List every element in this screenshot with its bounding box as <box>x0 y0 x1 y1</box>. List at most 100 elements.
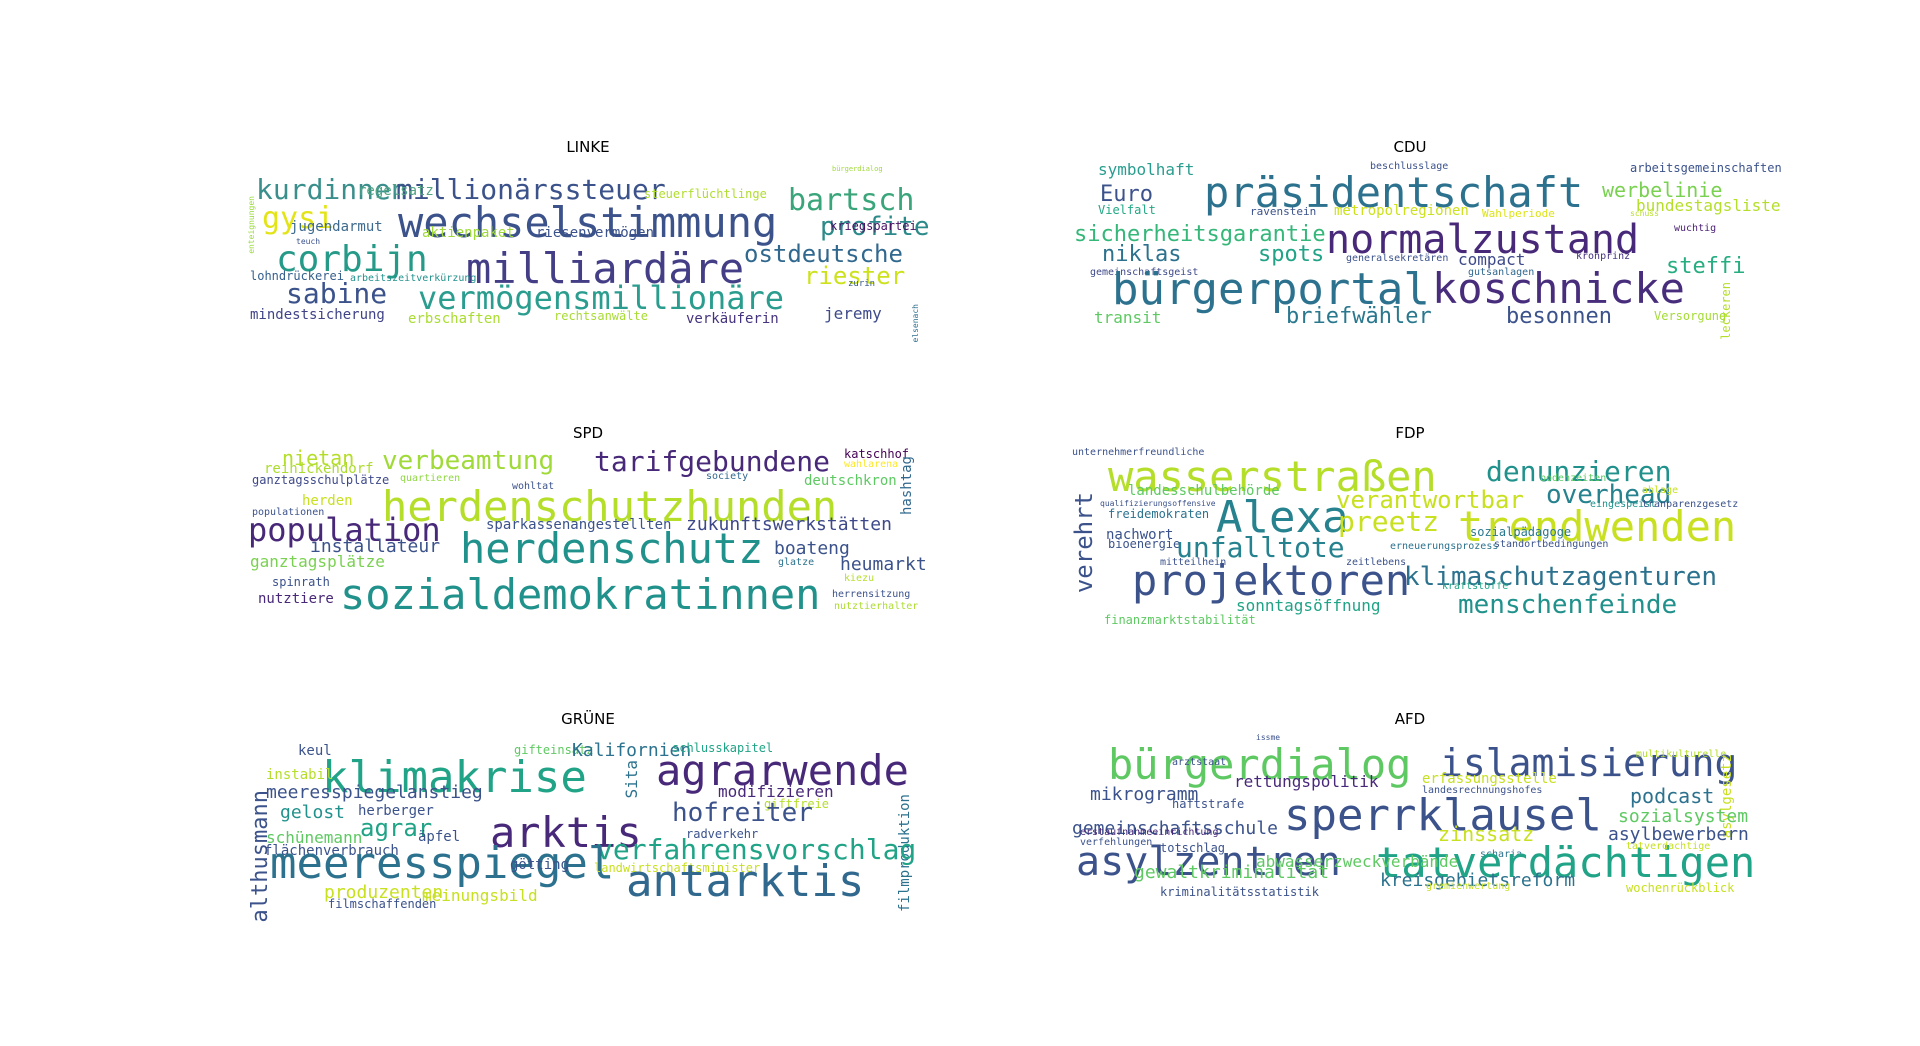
cloud-word: bürgerdialog <box>832 165 883 173</box>
cloud-word: symbolhaft <box>1098 160 1195 179</box>
cloud-word: Vielfalt <box>1098 203 1156 217</box>
cloud-word: arbeitsgemeinschaften <box>1630 161 1782 175</box>
cloud-word: generalsekretären <box>1346 253 1449 264</box>
cloud-word: wechselstimmung <box>398 198 778 247</box>
cloud-word: flächenverbrauch <box>264 843 399 859</box>
cloud-word: Versorgung <box>1654 309 1727 323</box>
cloud-word: herberger <box>358 803 434 819</box>
cloud-word: sozialsystem <box>1618 806 1749 827</box>
cloud-word: äpfel <box>418 829 461 845</box>
cloud-word: wuchtig <box>1674 223 1717 234</box>
cloud-word: hofreiter <box>672 798 813 828</box>
cloud-word: reinickendorf <box>264 461 374 477</box>
cloud-word: riesenvermögen <box>536 225 655 241</box>
cloud-word: herdenschutz <box>460 524 764 573</box>
cloud-word: nutztiere <box>258 591 334 607</box>
cloud-word: deutschkron <box>804 473 897 489</box>
cloud-word: society <box>706 471 749 482</box>
cloud-word: kriegspartei <box>830 219 917 233</box>
cloud-word: koschnicke <box>1432 264 1685 313</box>
cloud-word: meeresspiegel <box>270 838 615 889</box>
cloud-word: bürgerportal <box>1112 264 1430 315</box>
cloud-word: sparkassenangestellten <box>486 517 672 533</box>
cloud-word: nachwort <box>1106 527 1174 543</box>
cloud-word: wohltat <box>512 481 555 492</box>
cloud-word: mikrogramm <box>1090 784 1199 805</box>
cloud-word: scharia <box>1480 849 1523 860</box>
cloud-word: bundestagsliste <box>1636 196 1781 215</box>
cloud-word: wasserstraßen <box>1108 452 1437 501</box>
wordcloud: nietan verbeamtung tarifgebundene katschhof… <box>248 448 928 628</box>
cloud-word: Alexa <box>1216 492 1349 543</box>
cloud-word: erstaufnahmeeinrichtung <box>1080 827 1219 838</box>
cloud-word: produzenten <box>324 882 444 903</box>
cloud-word: verfehlungen <box>1080 837 1153 848</box>
cloud-word: kraftstoffe <box>1442 581 1509 592</box>
wordcloud: issme bürgerdialog islamisierung multikultu… <box>1070 734 1755 914</box>
cloud-word: unternehmerfreundliche <box>1072 447 1205 458</box>
cloud-word: abwasserzweckverbände <box>1256 852 1459 871</box>
cloud-word: mindestsicherung <box>250 307 385 323</box>
panel-title: GRÜNE <box>561 710 615 728</box>
cloud-word: gelost <box>280 802 346 823</box>
cloud-word: landesschulbehörde <box>1128 483 1280 499</box>
cloud-word: elsenach <box>911 304 920 343</box>
cloud-word: teuch <box>296 237 321 246</box>
cloud-word: Kalifornien <box>572 740 692 761</box>
cloud-word: kreisgebietsreform <box>1380 870 1576 891</box>
cloud-word: metropolregionen <box>1334 203 1469 219</box>
cloud-word: spinrath <box>272 575 330 589</box>
cloud-word: meeresspiegelanstieg <box>266 782 483 803</box>
cloud-word: populationen <box>252 507 325 518</box>
cloud-word: ostdeutsche <box>744 240 903 268</box>
cloud-word: arztstaat <box>1172 757 1227 768</box>
cloud-word: gewaltkriminalität <box>1134 862 1330 883</box>
cloud-word: steffi <box>1666 254 1746 279</box>
cloud-word: filmschaffenden <box>328 897 437 911</box>
cloud-word: Wahlperiode <box>1482 207 1555 220</box>
cloud-word: enteignungen <box>247 196 256 254</box>
cloud-word: tatverdächtigen <box>1376 838 1756 887</box>
cloud-word: boateng <box>774 538 850 559</box>
cloud-word: zukunftswerkstätten <box>686 514 892 535</box>
cloud-word: instabil <box>266 767 334 783</box>
cloud-word: gemeinschaftsgeist <box>1090 267 1199 278</box>
cloud-word: arbeitszeitverkürzung <box>350 273 477 284</box>
cloud-word: installateur <box>310 536 441 557</box>
cloud-word: katschhof <box>844 447 910 461</box>
wordcloud: kurdinnen millionärssteuer wechselstimmung… <box>247 162 930 343</box>
cloud-word: radverkehr <box>686 827 759 841</box>
wordcloud-panel: GRÜNE keul gifteinsatz Kalifornien schlusska… <box>248 710 928 922</box>
cloud-word: klimakrise <box>322 752 587 803</box>
panel-title: CDU <box>1393 138 1427 156</box>
cloud-word: gemeinschaftsschule <box>1072 818 1278 839</box>
cloud-word: schünemann <box>266 828 363 847</box>
cloud-word: freidemokraten <box>1108 507 1210 521</box>
cloud-word: asylbewerbern <box>1608 824 1749 845</box>
cloud-word: nutztierhalter <box>834 601 919 612</box>
cloud-word: ravenstein <box>1250 205 1317 218</box>
cloud-word: denunzieren <box>1486 455 1672 488</box>
cloud-word: spots <box>1258 242 1325 267</box>
cloud-word: jeremy <box>824 304 882 323</box>
cloud-word: präsidentschaft <box>1204 168 1584 217</box>
cloud-word: antarktis <box>626 856 865 907</box>
wordcloud-panel: AFD issme bürgerdialog islamisierung multiku… <box>1070 710 1755 914</box>
cloud-word: besonnen <box>1506 304 1612 329</box>
cloud-word: eingespeist <box>1590 499 1657 510</box>
cloud-word: werbelinie <box>1602 178 1723 202</box>
cloud-word: sabine <box>286 277 388 310</box>
cloud-word: multikulturelle <box>1636 749 1727 760</box>
cloud-word: glatze <box>778 557 815 568</box>
cloud-word: preetz <box>1338 505 1440 538</box>
cloud-word: compact <box>1458 250 1526 269</box>
cloud-word: landwirtschaftsminister <box>594 861 761 875</box>
cloud-word: tranparenzgesetz <box>1642 499 1739 510</box>
cloud-word: wahlarena <box>844 459 899 470</box>
cloud-word: sozialdemokratinnen <box>340 570 821 619</box>
cloud-word: rechtsanwälte <box>554 309 648 323</box>
cloud-word: Euro <box>1100 182 1153 207</box>
cloud-word: zurin <box>848 279 876 289</box>
cloud-word: finanzmarktstabilität <box>1104 613 1256 627</box>
cloud-word: gremienwertung <box>1426 881 1511 892</box>
